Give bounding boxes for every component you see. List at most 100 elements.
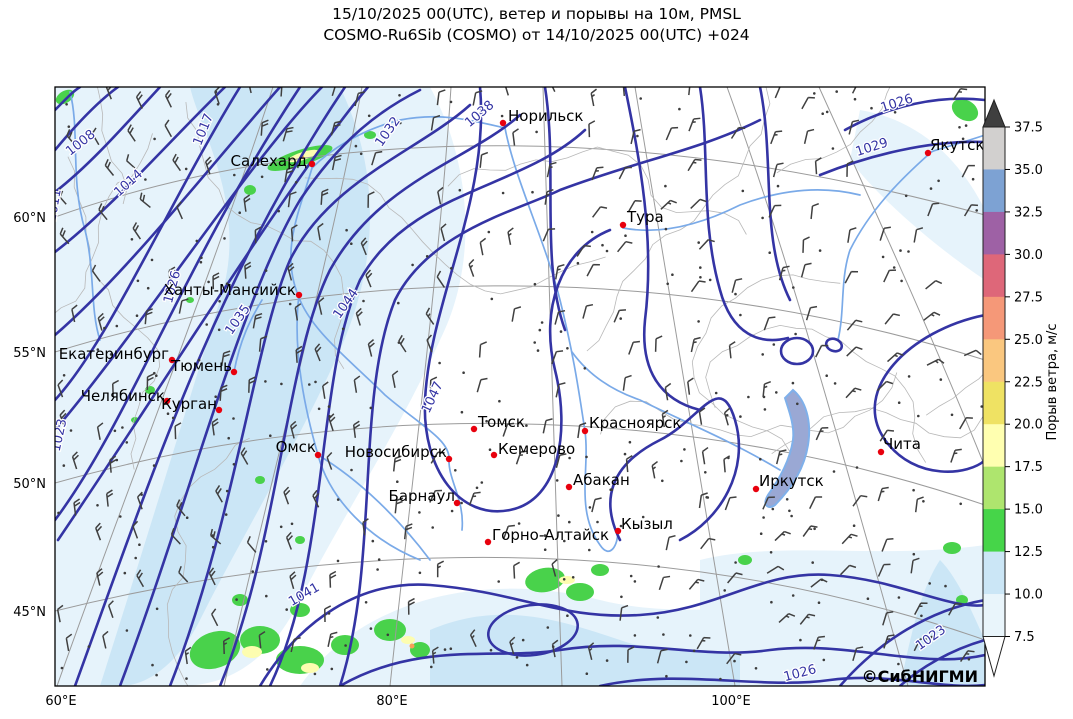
settlement-dot <box>822 658 826 662</box>
settlement-dot <box>904 194 908 198</box>
settlement-dot <box>636 134 639 138</box>
settlement-dot <box>531 190 534 194</box>
settlement-dot <box>125 441 129 444</box>
settlement-dot <box>958 126 961 129</box>
settlement-dot <box>961 137 965 141</box>
settlement-dot <box>62 464 66 467</box>
settlement-dot <box>763 408 767 411</box>
settlement-dot <box>628 440 632 444</box>
settlement-dot <box>103 326 106 330</box>
settlement-dot <box>665 674 668 678</box>
colorbar-segment <box>983 509 1005 553</box>
settlement-dot <box>60 666 64 670</box>
settlement-dot <box>657 565 660 568</box>
settlement-dot <box>269 434 272 438</box>
settlement-dot <box>109 353 113 356</box>
settlement-dot <box>150 258 154 262</box>
colorbar-tick-label: 27.5 <box>1014 290 1043 305</box>
settlement-dot <box>543 548 547 551</box>
settlement-dot <box>546 626 550 629</box>
settlement-dot <box>218 300 221 303</box>
settlement-dot <box>369 406 373 410</box>
colorbar-segment <box>983 339 1005 383</box>
gust-shading-layer <box>55 87 985 686</box>
colorbar-segment <box>983 169 1005 213</box>
city-dot <box>470 425 478 433</box>
settlement-dot <box>583 367 587 370</box>
city-dot <box>295 291 303 299</box>
settlement-dot <box>345 228 348 232</box>
settlement-dot <box>153 371 156 375</box>
settlement-dot <box>697 241 700 244</box>
settlement-dot <box>852 524 856 527</box>
settlement-dot <box>629 574 633 578</box>
settlement-dot <box>741 189 745 193</box>
settlement-dot <box>115 458 119 462</box>
settlement-dot <box>678 107 681 111</box>
city-dot <box>614 527 622 535</box>
settlement-dot <box>96 348 100 351</box>
settlement-dot <box>897 596 901 599</box>
colorbar-tick-label: 20.0 <box>1014 418 1043 433</box>
settlement-dot <box>791 381 795 385</box>
settlement-dot <box>475 486 479 490</box>
colorbar-segment <box>983 551 1005 595</box>
settlement-dot <box>704 471 707 474</box>
settlement-dot <box>364 601 368 604</box>
city-label: Абакан <box>573 471 630 489</box>
settlement-dot <box>517 522 521 525</box>
settlement-dot <box>155 374 158 378</box>
settlement-dot <box>623 452 627 456</box>
settlement-dot <box>666 282 669 286</box>
colorbar-segment <box>983 296 1005 340</box>
settlement-dot <box>866 597 870 600</box>
settlement-dot <box>619 524 623 528</box>
settlement-dot <box>369 627 373 630</box>
settlement-dot <box>794 332 797 336</box>
city-label: Екатеринбург <box>59 345 169 363</box>
settlement-dot <box>633 580 637 583</box>
settlement-dot <box>661 479 664 483</box>
settlement-dot <box>917 414 920 418</box>
settlement-dot <box>588 506 592 509</box>
city-label: Омск <box>276 438 316 456</box>
settlement-dot <box>788 509 791 513</box>
colorbar-tick-label: 22.5 <box>1014 375 1043 390</box>
settlement-dot <box>341 327 345 331</box>
settlement-dot <box>761 353 764 356</box>
settlement-dot <box>285 608 289 611</box>
city-label: Тура <box>626 208 664 226</box>
settlement-dot <box>121 426 124 429</box>
settlement-dot <box>460 501 463 505</box>
settlement-dot <box>371 539 375 543</box>
colorbar-tick-label: 7.5 <box>1014 630 1035 645</box>
settlement-dot <box>912 488 915 492</box>
settlement-dot <box>155 673 158 677</box>
city-dot <box>877 448 885 456</box>
settlement-dot <box>207 280 210 284</box>
settlement-dot <box>460 410 464 414</box>
admin-border <box>185 102 345 370</box>
settlement-dot <box>350 468 353 472</box>
settlement-dot <box>195 239 199 243</box>
settlement-dot <box>538 328 542 332</box>
settlement-dot <box>907 250 910 253</box>
settlement-dot <box>533 341 536 344</box>
settlement-dot <box>557 514 560 517</box>
admin-border <box>600 372 898 438</box>
settlement-dot <box>233 173 236 177</box>
settlement-dot <box>922 500 925 503</box>
settlement-dot <box>897 401 901 405</box>
settlement-dot <box>119 515 122 518</box>
settlement-dot <box>768 251 771 254</box>
admin-border <box>55 133 153 314</box>
settlement-dot <box>699 266 702 269</box>
settlement-dot <box>199 260 203 264</box>
cities-layer: Салехард Норильск Якутск Тура Ханты-Мансийск… <box>59 107 984 546</box>
settlement-dot <box>264 269 268 272</box>
settlement-dot <box>772 343 776 346</box>
settlement-dot <box>232 417 235 420</box>
settlement-dot <box>769 551 773 554</box>
settlement-dot <box>418 511 421 514</box>
